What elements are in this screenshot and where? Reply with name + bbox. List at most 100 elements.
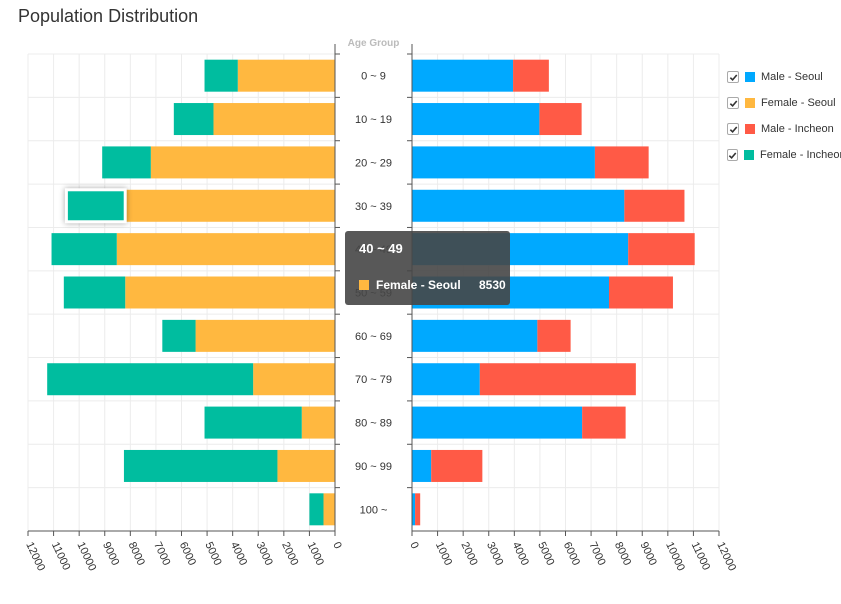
legend-item-female-incheon[interactable]: Female - Incheon xyxy=(727,142,841,168)
checkmark-icon[interactable] xyxy=(727,149,738,161)
bar-male-incheon-1[interactable] xyxy=(539,103,582,136)
bar-female-incheon-6[interactable] xyxy=(162,319,196,352)
right-axis-tick-label: 0 xyxy=(407,540,420,551)
right-axis-tick-label: 10000 xyxy=(663,540,687,573)
category-label: 10 ~ 19 xyxy=(355,114,392,126)
legend-label: Female - Seoul xyxy=(761,97,836,109)
bar-male-seoul-9[interactable] xyxy=(412,449,432,482)
right-axis-tick-label: 7000 xyxy=(586,540,607,567)
bar-male-seoul-1[interactable] xyxy=(412,103,540,136)
category-label: 60 ~ 69 xyxy=(355,331,392,343)
left-axis-tick-label: 7000 xyxy=(151,540,172,567)
left-axis-tick-label: 9000 xyxy=(100,540,121,567)
left-axis-tick-label: 1000 xyxy=(305,540,326,567)
bar-male-incheon-9[interactable] xyxy=(431,449,483,482)
tooltip-series-name: Female - Seoul xyxy=(376,278,461,292)
left-axis-tick-label: 4000 xyxy=(228,540,249,567)
bar-female-seoul-9[interactable] xyxy=(277,449,335,482)
bar-male-seoul-6[interactable] xyxy=(412,319,538,352)
category-label: 100 ~ xyxy=(360,504,388,516)
bar-male-incheon-0[interactable] xyxy=(513,59,549,92)
category-label: 90 ~ 99 xyxy=(355,461,392,473)
bar-female-seoul-1[interactable] xyxy=(213,103,335,136)
right-axis-tick-label: 8000 xyxy=(612,540,633,567)
bar-male-incheon-2[interactable] xyxy=(594,146,649,179)
bar-female-seoul-8[interactable] xyxy=(301,406,335,439)
legend-label: Male - Incheon xyxy=(761,123,834,135)
bar-male-seoul-2[interactable] xyxy=(412,146,595,179)
checkmark-icon[interactable] xyxy=(727,71,739,83)
category-axis-title: Age Group xyxy=(348,38,400,49)
bar-female-incheon-7[interactable] xyxy=(47,363,254,396)
left-axis-tick-label: 11000 xyxy=(49,540,72,572)
tooltip-color-swatch xyxy=(359,280,369,290)
bar-male-incheon-3[interactable] xyxy=(624,189,685,222)
legend-swatch xyxy=(745,72,755,82)
bar-female-seoul-4[interactable] xyxy=(116,233,335,266)
right-axis-tick-label: 6000 xyxy=(561,540,582,567)
right-axis-tick-label: 9000 xyxy=(638,540,659,567)
left-axis-tick-label: 2000 xyxy=(279,540,300,567)
bar-male-incheon-5[interactable] xyxy=(608,276,673,309)
left-axis-tick-label: 6000 xyxy=(177,540,198,567)
bar-male-seoul-10[interactable] xyxy=(412,493,416,526)
bar-female-seoul-5[interactable] xyxy=(125,276,335,309)
bar-female-incheon-9[interactable] xyxy=(123,449,278,482)
legend-label: Male - Seoul xyxy=(761,71,823,83)
bar-female-incheon-4[interactable] xyxy=(51,233,117,266)
category-label: 80 ~ 89 xyxy=(355,418,392,430)
bar-male-seoul-7[interactable] xyxy=(412,363,480,396)
bar-female-incheon-3[interactable] xyxy=(64,188,127,224)
left-axis-tick-label: 8000 xyxy=(126,540,147,567)
bar-female-seoul-10[interactable] xyxy=(323,493,335,526)
right-axis-tick-label: 1000 xyxy=(433,540,454,567)
bar-male-incheon-8[interactable] xyxy=(582,406,626,439)
bar-female-seoul-6[interactable] xyxy=(195,319,335,352)
bar-female-incheon-5[interactable] xyxy=(63,276,126,309)
bar-female-seoul-3[interactable] xyxy=(125,189,335,222)
bar-female-seoul-0[interactable] xyxy=(237,59,335,92)
bar-female-incheon-0[interactable] xyxy=(204,59,238,92)
bar-female-incheon-8[interactable] xyxy=(204,406,302,439)
left-axis-tick-label: 3000 xyxy=(254,540,275,567)
checkmark-icon[interactable] xyxy=(727,123,739,135)
bar-female-seoul-2[interactable] xyxy=(150,146,335,179)
chart-tooltip: 40 ~ 49 Female - Seoul 8530 xyxy=(345,231,510,305)
legend-label: Female - Incheon xyxy=(760,149,841,161)
bar-female-incheon-1[interactable] xyxy=(173,103,214,136)
right-axis-tick-label: 2000 xyxy=(458,540,479,567)
left-axis-tick-label: 5000 xyxy=(202,540,223,567)
bar-male-seoul-3[interactable] xyxy=(412,189,625,222)
bar-male-incheon-10[interactable] xyxy=(415,493,421,526)
checkmark-icon[interactable] xyxy=(727,97,739,109)
left-axis-tick-label: 10000 xyxy=(74,540,98,573)
legend-item-female-seoul[interactable]: Female - Seoul xyxy=(727,90,841,116)
bar-female-seoul-7[interactable] xyxy=(253,363,335,396)
left-axis-tick-label: 0 xyxy=(330,540,343,551)
legend-swatch xyxy=(745,98,755,108)
legend-swatch xyxy=(745,124,755,134)
legend-item-male-incheon[interactable]: Male - Incheon xyxy=(727,116,841,142)
chart-title: Population Distribution xyxy=(18,6,199,26)
category-label: 20 ~ 29 xyxy=(355,157,392,169)
legend: Male - Seoul Female - Seoul Male - Incheon… xyxy=(727,64,841,168)
bar-male-incheon-6[interactable] xyxy=(537,319,571,352)
tooltip-value: 8530 xyxy=(479,278,506,292)
legend-swatch xyxy=(744,150,754,160)
category-label: 70 ~ 79 xyxy=(355,374,392,386)
bar-female-incheon-10[interactable] xyxy=(309,493,324,526)
right-axis-tick-label: 5000 xyxy=(535,540,556,567)
right-axis-tick-label: 11000 xyxy=(689,540,712,572)
left-axis-tick-label: 12000 xyxy=(23,540,47,573)
bar-female-incheon-2[interactable] xyxy=(102,146,151,179)
right-axis-tick-label: 12000 xyxy=(714,540,738,573)
bar-male-seoul-0[interactable] xyxy=(412,59,514,92)
bar-male-incheon-7[interactable] xyxy=(479,363,636,396)
bar-male-incheon-4[interactable] xyxy=(628,233,695,266)
tooltip-category: 40 ~ 49 xyxy=(359,241,403,256)
category-label: 30 ~ 39 xyxy=(355,201,392,213)
bar-male-seoul-8[interactable] xyxy=(412,406,583,439)
legend-item-male-seoul[interactable]: Male - Seoul xyxy=(727,64,841,90)
right-axis-tick-label: 4000 xyxy=(510,540,531,567)
